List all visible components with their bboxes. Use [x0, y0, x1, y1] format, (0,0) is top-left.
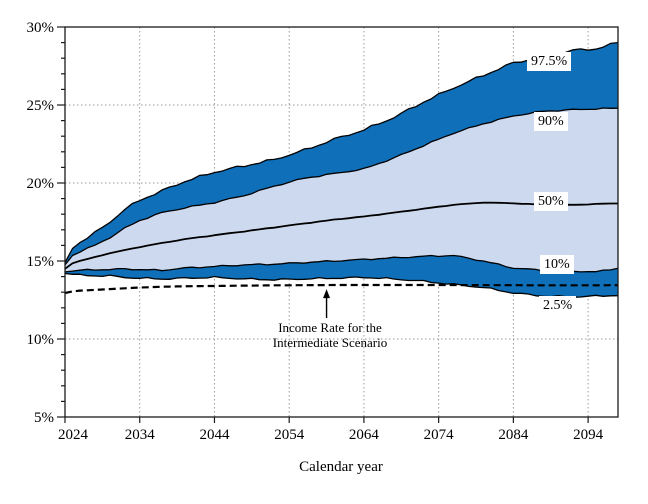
x-tick-label: 2074 — [424, 427, 455, 443]
x-tick-label: 2064 — [349, 427, 380, 443]
x-axis-title: Calendar year — [299, 459, 383, 475]
x-tick-label: 2024 — [58, 427, 89, 443]
percentile-label-97-5: 97.5% — [527, 52, 572, 71]
y-tick-label: 20% — [27, 176, 55, 192]
y-tick-label: 5% — [34, 410, 54, 426]
x-tick-label: 2054 — [274, 427, 305, 443]
y-tick-label: 30% — [27, 20, 55, 36]
x-tick-label: 2034 — [125, 427, 156, 443]
annotation-line-1: Income Rate for the — [278, 320, 382, 335]
percentile-label-10: 10% — [540, 255, 574, 274]
percentile-label-2-5: 2.5% — [539, 296, 577, 315]
y-tick-label: 10% — [27, 332, 55, 348]
percentile-label-50: 50% — [534, 192, 568, 211]
percentile-label-90: 90% — [534, 112, 568, 131]
y-tick-label: 15% — [27, 254, 55, 270]
annotation-line-2: Intermediate Scenario — [272, 335, 388, 350]
income-rate-annotation: Income Rate for the Intermediate Scenari… — [240, 320, 420, 350]
x-tick-label: 2084 — [498, 427, 529, 443]
x-tick-label: 2044 — [199, 427, 230, 443]
x-tick-label: 2094 — [573, 427, 604, 443]
y-tick-label: 25% — [27, 98, 55, 114]
